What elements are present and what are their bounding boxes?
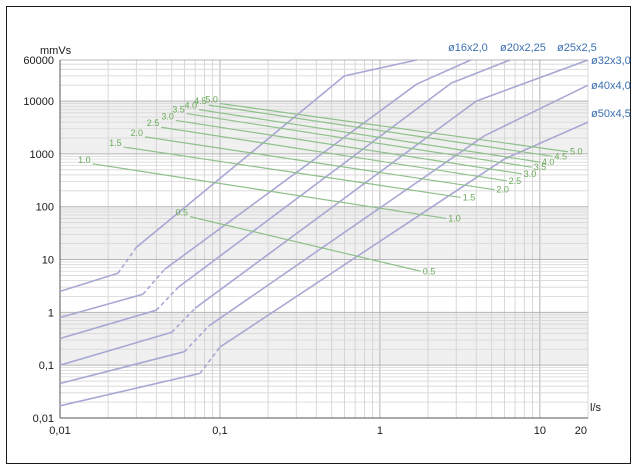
y-axis-ticks: 60000 10000 1000 100 10 1 0,1 0,01 (23, 55, 54, 425)
pipe-series-3-segment (475, 59, 589, 102)
pipe-series-4-segment (484, 84, 589, 137)
pipe-series-4-segment (183, 325, 210, 353)
velocity-label-start: 3.5 (172, 105, 185, 115)
velocity-label-end: 2.5 (509, 176, 522, 186)
velocity-series-2-line (123, 146, 461, 199)
pipe-series-5-segment (59, 372, 201, 407)
pipe-series-4-segment (59, 350, 185, 385)
velocity-labels: 0.50.51.01.01.51.52.02.02.52.53.03.03.53… (78, 95, 582, 277)
pipe-series-1-segment (164, 83, 418, 271)
pipe-series-0-segment (135, 75, 345, 248)
pipe-series-5-segment (219, 158, 505, 348)
velocity-series-7-line (198, 109, 540, 163)
velocity-label-start: 2.0 (130, 128, 143, 138)
pipe-series-3-segment (171, 307, 196, 333)
shaded-bands (60, 101, 588, 366)
pipe-series-2-segment (177, 82, 452, 288)
velocity-label-start: 4.0 (185, 101, 198, 111)
x-tick-label: 20 (575, 425, 587, 437)
velocity-label-end: 3.0 (524, 169, 537, 179)
velocity-label-start: 2.5 (147, 118, 160, 128)
pipe-label: ø32x3,0 (591, 55, 631, 67)
y-tick-label: 10 (42, 255, 54, 267)
velocity-label-end: 4.0 (542, 157, 555, 167)
velocity-label-start: 0.5 (176, 208, 189, 218)
x-tick-label: 0,1 (212, 425, 227, 437)
y-tick-label: 10000 (23, 96, 54, 108)
velocity-series-3-line (144, 136, 495, 191)
pipe-series-2-segment (451, 59, 511, 84)
pipe-series-1-segment (416, 59, 472, 85)
pipe-curves (59, 59, 589, 407)
x-axis-ticks: 0,01 0,1 1 10 20 (49, 425, 587, 437)
pipe-series-5-segment (199, 346, 221, 374)
velocity-label-start: 5.0 (205, 95, 218, 105)
pipe-series-3-segment (194, 100, 477, 309)
velocity-series-1-line (92, 163, 447, 220)
pipe-label: ø16x2,0 (448, 42, 488, 54)
velocity-label-end: 0.5 (423, 266, 436, 276)
velocity-series-5-line (175, 119, 522, 175)
velocity-label-start: 4.5 (194, 96, 207, 106)
plot-area-border (59, 60, 588, 419)
x-tick-label: 1 (377, 425, 383, 437)
y-axis-label: mmVs (40, 45, 72, 57)
pipe-series-3-segment (59, 331, 173, 366)
pipe-series-1-segment (142, 268, 166, 295)
y-tick-label: 60000 (23, 55, 54, 67)
pipe-label: ø20x2,25 (500, 42, 546, 54)
y-tick-label: 0,1 (39, 360, 54, 372)
pipe-series-5-segment (504, 121, 589, 160)
y-tick-label: 1 (48, 307, 54, 319)
pipe-series-0-segment (59, 272, 119, 293)
pipe-series-0-segment (117, 246, 137, 274)
y-tick-label: 100 (36, 202, 54, 214)
velocity-series-9-line (219, 102, 569, 153)
x-axis-label: l/s (590, 402, 602, 414)
shaded-band (60, 206, 588, 260)
velocity-series-6-line (186, 113, 532, 168)
velocity-label-end: 3.5 (534, 162, 547, 172)
y-tick-label: 0,01 (33, 413, 54, 425)
pipe-label: ø50x4,5 (591, 108, 631, 120)
velocity-label-end: 5.0 (570, 147, 583, 157)
pipe-series-0-segment (344, 59, 417, 77)
velocity-label-end: 1.5 (463, 192, 476, 202)
velocity-lines (92, 102, 569, 272)
x-tick-label: 10 (534, 425, 546, 437)
velocity-label-end: 4.5 (555, 151, 568, 161)
pipe-label: ø25x2,5 (557, 42, 597, 54)
x-tick-label: 0,01 (49, 425, 70, 437)
pipe-series-4-segment (208, 135, 485, 327)
velocity-label-end: 2.0 (496, 185, 509, 195)
pipe-series-1-segment (59, 293, 144, 319)
velocity-label-end: 1.0 (448, 213, 461, 223)
velocity-series-4-line (161, 126, 507, 182)
velocity-label-start: 1.0 (78, 155, 91, 165)
y-tick-label: 1000 (30, 149, 54, 161)
velocity-label-start: 3.0 (161, 111, 174, 121)
pipe-series-2-segment (59, 309, 157, 340)
pipe-series-2-segment (155, 286, 179, 311)
velocity-label-start: 1.5 (109, 138, 122, 148)
pipe-label: ø40x4,0 (591, 80, 631, 92)
velocity-series-8-line (208, 104, 553, 157)
velocity-series-0-line (189, 216, 421, 272)
